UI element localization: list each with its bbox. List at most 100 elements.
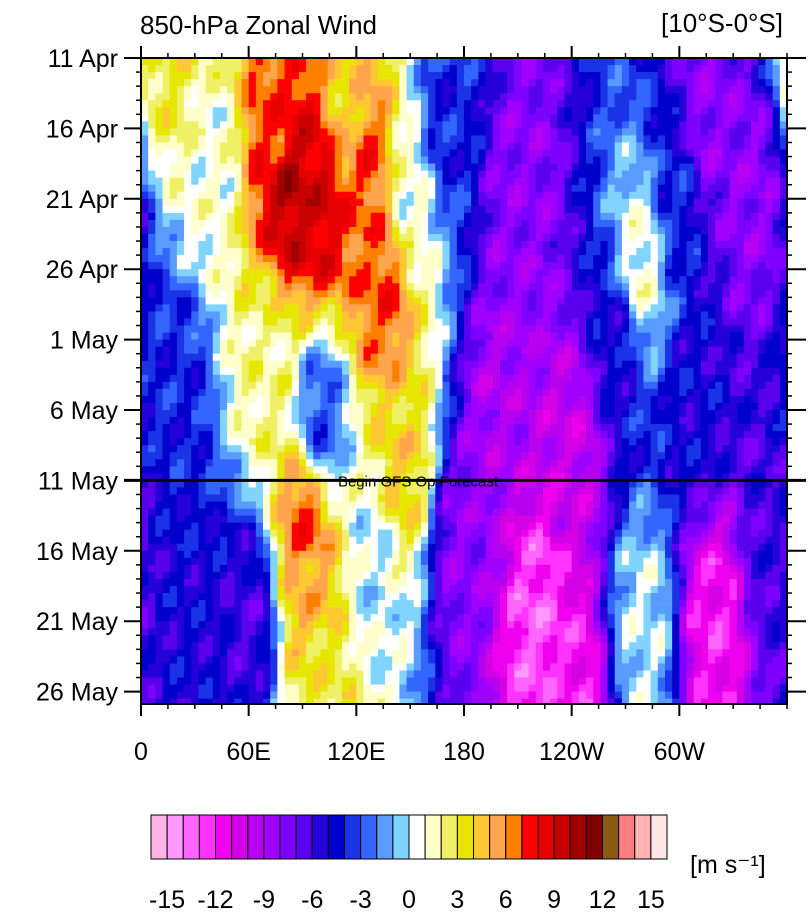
field-cell <box>284 346 293 355</box>
field-cell <box>542 360 551 369</box>
field-cell <box>241 269 250 277</box>
field-cell <box>456 170 465 179</box>
field-cell <box>535 79 544 87</box>
field-cell <box>607 353 616 362</box>
field-cell <box>528 198 537 207</box>
field-cell <box>306 445 314 453</box>
field-cell <box>758 135 767 144</box>
field-cell <box>456 58 465 66</box>
field-cell <box>564 283 573 291</box>
field-cell <box>664 255 673 263</box>
field-cell <box>442 212 451 221</box>
field-cell <box>521 304 530 313</box>
field-cell <box>571 255 580 263</box>
field-cell <box>191 163 200 172</box>
field-cell <box>234 374 243 383</box>
field-cell <box>219 339 228 348</box>
field-cell <box>291 431 300 439</box>
field-cell <box>542 388 551 397</box>
field-cell <box>471 58 479 66</box>
field-cell <box>456 297 465 305</box>
field-cell <box>162 156 171 165</box>
field-cell <box>413 86 422 94</box>
field-cell <box>765 191 774 200</box>
field-cell <box>535 149 544 158</box>
field-cell <box>248 177 257 186</box>
field-cell <box>657 184 666 193</box>
field-cell <box>406 212 415 221</box>
field-cell <box>657 304 666 313</box>
field-cell <box>385 170 393 179</box>
field-cell <box>184 360 192 369</box>
field-cell <box>715 269 723 277</box>
field-cell <box>141 374 149 383</box>
field-cell <box>356 114 365 122</box>
field-cell <box>435 318 444 327</box>
field-cell <box>758 65 767 73</box>
field-cell <box>650 410 659 418</box>
field-cell <box>557 170 566 179</box>
field-cell <box>765 424 774 432</box>
field-cell <box>657 65 666 73</box>
field-cell <box>442 417 451 425</box>
field-cell <box>392 431 400 439</box>
field-cell <box>629 107 637 115</box>
field-cell <box>564 410 573 418</box>
field-cell <box>586 318 594 327</box>
field-cell <box>291 163 300 172</box>
field-cell <box>542 163 551 172</box>
field-cell <box>442 304 451 313</box>
field-cell <box>514 424 523 432</box>
field-cell <box>485 424 494 432</box>
field-cell <box>514 198 523 207</box>
field-cell <box>248 248 257 256</box>
field-cell <box>758 269 767 277</box>
field-cell <box>277 191 286 200</box>
field-cell <box>255 241 264 249</box>
field-cell <box>212 367 221 376</box>
field-cell <box>593 184 601 193</box>
field-cell <box>291 276 300 284</box>
field-cell <box>528 417 537 425</box>
field-cell <box>270 297 278 305</box>
field-cell <box>492 339 501 348</box>
field-cell <box>471 304 479 313</box>
field-cell <box>708 142 716 151</box>
field-cell <box>593 325 601 334</box>
field-cell <box>313 100 322 108</box>
field-cell <box>248 339 257 348</box>
field-cell <box>363 177 372 186</box>
field-cell <box>478 212 487 221</box>
field-cell <box>219 445 228 453</box>
field-cell <box>191 339 200 348</box>
field-cell <box>736 248 745 256</box>
field-cell <box>270 156 278 165</box>
field-cell <box>227 311 235 320</box>
field-cell <box>349 107 357 115</box>
field-cell <box>593 93 601 101</box>
field-cell <box>248 367 257 376</box>
field-cell <box>765 262 774 270</box>
field-cell <box>169 114 178 122</box>
field-cell <box>708 402 716 411</box>
field-cell <box>586 332 594 341</box>
field-cell <box>449 212 458 221</box>
field-cell <box>629 402 637 411</box>
field-cell <box>176 318 185 327</box>
field-cell <box>736 410 745 418</box>
field-cell <box>356 304 365 313</box>
field-cell <box>765 149 774 158</box>
field-cell <box>715 100 723 108</box>
field-cell <box>169 262 178 270</box>
field-cell <box>420 431 429 439</box>
field-cell <box>664 128 673 137</box>
field-cell <box>499 142 508 151</box>
field-cell <box>686 170 695 179</box>
field-cell <box>141 226 149 235</box>
field-cell <box>542 381 551 390</box>
field-cell <box>636 402 645 411</box>
field-cell <box>708 438 716 446</box>
field-cell <box>650 241 659 249</box>
field-cell <box>413 212 422 221</box>
field-cell <box>313 353 322 362</box>
